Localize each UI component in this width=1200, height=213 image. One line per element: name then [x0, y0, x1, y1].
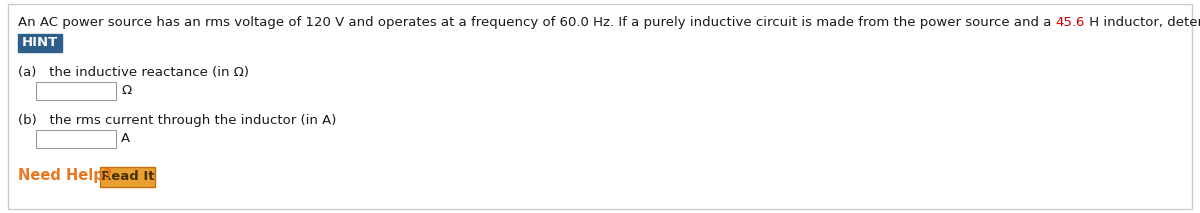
FancyBboxPatch shape: [100, 167, 155, 187]
FancyBboxPatch shape: [18, 34, 62, 52]
Text: (b)   the rms current through the inductor (in A): (b) the rms current through the inductor…: [18, 114, 336, 127]
Text: 45.6: 45.6: [1056, 16, 1085, 29]
Text: (a)   the inductive reactance (in Ω): (a) the inductive reactance (in Ω): [18, 66, 250, 79]
Text: 45.6: 45.6: [1056, 16, 1085, 29]
Text: An AC power source has an rms voltage of 120 V and operates at a frequency of 60: An AC power source has an rms voltage of…: [18, 16, 1056, 29]
FancyBboxPatch shape: [36, 130, 116, 148]
Text: HINT: HINT: [22, 36, 58, 49]
Text: A: A: [121, 132, 130, 145]
FancyBboxPatch shape: [36, 82, 116, 100]
Text: An AC power source has an rms voltage of 120 V and operates at a frequency of 60: An AC power source has an rms voltage of…: [18, 16, 1056, 29]
Text: H inductor, determine the inductive reactance and the rms current through the in: H inductor, determine the inductive reac…: [1085, 16, 1200, 29]
Text: Ω: Ω: [121, 85, 131, 98]
Text: Read It: Read It: [101, 170, 155, 184]
Text: Need Help?: Need Help?: [18, 168, 113, 183]
